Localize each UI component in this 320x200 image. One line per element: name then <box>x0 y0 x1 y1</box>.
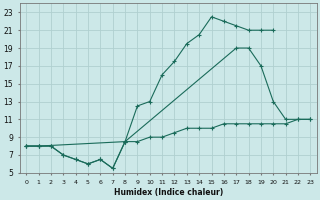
X-axis label: Humidex (Indice chaleur): Humidex (Indice chaleur) <box>114 188 223 197</box>
